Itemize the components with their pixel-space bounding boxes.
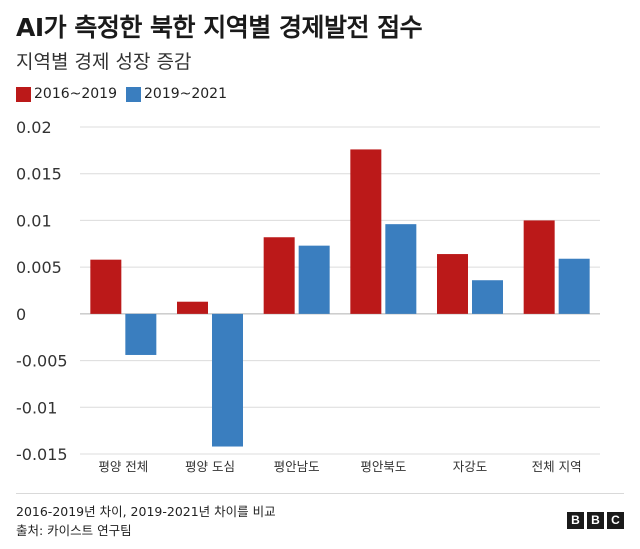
footer-note: 2016-2019년 차이, 2019-2021년 차이를 비교 [16, 504, 276, 519]
bar-2019-2021 [212, 313, 243, 447]
x-tick-label: 평안북도 [360, 459, 406, 474]
y-tick-label: 0.01 [16, 211, 52, 230]
bar-2019-2021 [472, 280, 503, 314]
chart-title: AI가 측정한 북한 지역별 경제발전 점수 [16, 13, 423, 42]
x-tick-label: 전체 지역 [532, 459, 582, 474]
y-tick-label: -0.01 [16, 398, 57, 417]
footer: 2016-2019년 차이, 2019-2021년 차이를 비교 출처: 카이스… [16, 502, 276, 540]
chart-subtitle: 지역별 경제 성장 증감 [16, 51, 192, 73]
bar-2016-2019 [437, 254, 468, 314]
legend-swatch-2019-2021 [126, 86, 141, 102]
legend: 2016~2019 2019~2021 [16, 86, 236, 102]
bar-2019-2021 [558, 258, 590, 314]
bar-2016-2019 [90, 259, 122, 314]
bbc-logo-block-1: B [567, 512, 584, 529]
bbc-logo-block-3: C [607, 512, 624, 529]
bar-2016-2019 [263, 237, 295, 314]
bar-2016-2019 [177, 301, 208, 314]
bar-2019-2021 [385, 224, 417, 314]
legend-swatch-2016-2019 [16, 86, 31, 102]
y-tick-label: 0.005 [16, 258, 62, 277]
bar-2016-2019 [523, 220, 555, 314]
legend-item-2019-2021: 2019~2021 [126, 86, 227, 102]
x-tick-label: 평양 도심 [185, 459, 235, 474]
bar-2019-2021 [125, 313, 157, 355]
footer-source: 출처: 카이스트 연구팀 [16, 523, 132, 538]
legend-item-2016-2019: 2016~2019 [16, 86, 117, 102]
y-tick-label: 0.015 [16, 165, 62, 184]
bbc-logo: B B C [564, 512, 624, 529]
bar-2019-2021 [298, 245, 330, 314]
footer-divider [16, 493, 624, 494]
x-tick-label: 평안남도 [274, 459, 320, 474]
y-tick-label: 0 [16, 305, 26, 324]
y-tick-label: -0.005 [16, 352, 68, 371]
legend-label-2016-2019: 2016~2019 [34, 86, 117, 102]
x-tick-label: 자강도 [453, 459, 488, 474]
x-tick-label: 평양 전체 [98, 459, 148, 474]
bbc-logo-block-2: B [587, 512, 604, 529]
y-tick-label: -0.015 [16, 445, 68, 464]
bar-2016-2019 [350, 149, 382, 314]
legend-label-2019-2021: 2019~2021 [144, 86, 227, 102]
y-tick-label: 0.02 [16, 118, 52, 137]
